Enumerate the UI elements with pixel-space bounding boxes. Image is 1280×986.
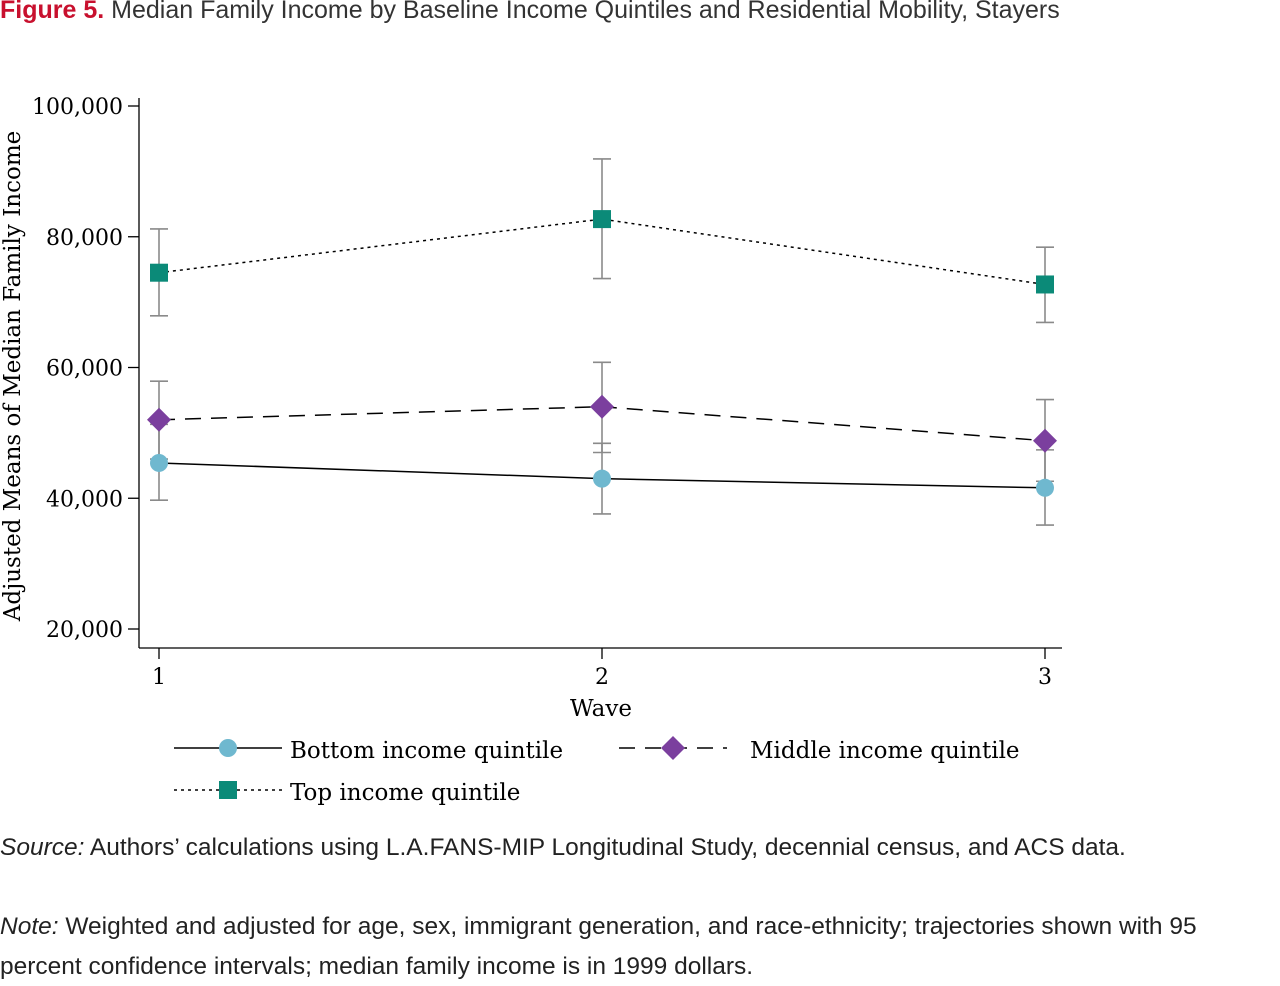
legend-label-top: Top income quintile (290, 780, 520, 806)
line-chart: 20,000 40,000 60,000 80,000 100,000 1 2 3 Adju… (0, 95, 1062, 806)
legend-label-bottom: Bottom income quintile (290, 738, 563, 764)
source-note: Source: Authors’ calculations using L.A.… (0, 828, 1280, 868)
source-text: Authors’ calculations using L.A.FANS-MIP… (84, 834, 1126, 861)
x-axis-label: Wave (570, 696, 632, 722)
x-tick-label: 3 (1038, 665, 1052, 690)
data-point-square (1036, 275, 1054, 294)
data-point-diamond (1033, 428, 1057, 453)
chart-axes (138, 98, 1062, 649)
x-ticks: 1 2 3 (152, 648, 1052, 690)
y-tick-label: 20,000 (46, 618, 123, 643)
legend-item-middle: Middle income quintile (619, 736, 1020, 764)
y-tick-label: 40,000 (46, 487, 123, 512)
note: Note: Weighted and adjusted for age, sex… (0, 907, 1280, 986)
legend-square-marker (219, 781, 237, 799)
x-tick-label: 2 (595, 665, 609, 690)
source-label: Source: (0, 834, 85, 861)
figure-title: Figure 5. Median Family Income by Baseli… (0, 0, 1060, 25)
data-point-square (150, 263, 168, 282)
y-tick-label: 60,000 (46, 357, 123, 382)
y-tick-label: 80,000 (46, 226, 123, 251)
data-point-circle (593, 469, 611, 488)
legend-circle-marker (219, 739, 237, 757)
y-ticks: 20,000 40,000 60,000 80,000 100,000 (32, 95, 139, 643)
y-axis-label: Adjusted Means of Median Family Income (0, 131, 26, 623)
legend-item-top: Top income quintile (174, 780, 520, 806)
x-tick-label: 1 (152, 665, 166, 690)
note-text: Weighted and adjusted for age, sex, immi… (0, 913, 1197, 980)
series-line (158, 218, 1046, 286)
legend-diamond-marker (661, 736, 685, 760)
legend: Bottom income quintile Middle income qui… (174, 736, 1020, 806)
data-point-diamond (147, 407, 171, 432)
figure-title-text: Median Family Income by Baseline Income … (111, 0, 1060, 24)
figure-label: Figure 5. (0, 0, 105, 24)
data-point-circle (150, 453, 168, 472)
data-point-circle (1036, 478, 1054, 497)
legend-label-middle: Middle income quintile (750, 738, 1020, 764)
legend-item-bottom: Bottom income quintile (174, 738, 563, 764)
data-point-square (593, 210, 611, 229)
series-markers (147, 210, 1057, 497)
note-label: Note: (0, 913, 59, 940)
y-tick-label: 100,000 (32, 95, 123, 120)
data-point-diamond (590, 394, 614, 419)
